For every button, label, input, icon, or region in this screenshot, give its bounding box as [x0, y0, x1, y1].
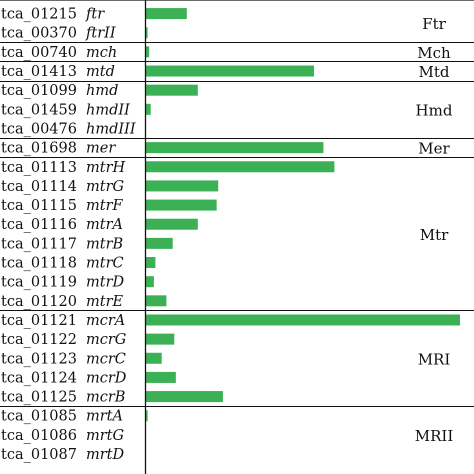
bar	[146, 333, 175, 345]
row-label-gene: hmd	[86, 83, 118, 99]
bar	[146, 103, 151, 115]
row-label-tag: tca_01114	[1, 179, 77, 195]
row-label-tag: tca_01086	[1, 428, 77, 444]
row-label-tag: tca_01215	[1, 7, 77, 23]
row-label-gene: hmdIII	[86, 121, 136, 137]
row-label-tag: tca_01698	[1, 141, 77, 157]
row-label-gene: mcrD	[86, 370, 127, 386]
row-label-gene: mtrH	[86, 160, 126, 176]
bar	[146, 410, 148, 422]
row-label-gene: mrtD	[86, 447, 125, 463]
row-label-tag: tca_01124	[1, 370, 77, 386]
row-label-gene: mcrC	[86, 351, 126, 367]
row-label-gene: ftrII	[85, 26, 116, 42]
row-label-tag: tca_01459	[1, 102, 77, 118]
row-label-tag: tca_01122	[1, 332, 77, 348]
row-label-gene: mtrD	[86, 275, 125, 291]
bar	[146, 199, 217, 211]
bar	[146, 84, 198, 96]
bar	[146, 295, 167, 307]
row-label-tag: tca_01125	[1, 390, 77, 406]
row-label-gene: hmdII	[86, 102, 130, 118]
row-label-tag: tca_01115	[1, 198, 77, 214]
row-label-gene: mtd	[86, 64, 115, 80]
bar	[146, 27, 148, 39]
row-label-gene: mch	[86, 45, 117, 61]
group-label: Ftr	[422, 15, 446, 33]
bar	[146, 8, 187, 20]
row-label-tag: tca_01118	[1, 256, 77, 272]
row-label-tag: tca_00370	[1, 26, 77, 42]
row-label-tag: tca_01119	[1, 275, 77, 291]
bar	[146, 46, 150, 58]
row-label-gene: ftr	[85, 7, 105, 23]
row-label-gene: mtrB	[86, 236, 124, 252]
row-label-tag: tca_00476	[1, 121, 77, 137]
row-label-tag: tca_01116	[1, 217, 77, 233]
bar	[146, 276, 154, 288]
row-label-gene: mtrG	[86, 179, 124, 195]
bar	[146, 161, 335, 173]
row-label-gene: mcrA	[86, 313, 125, 329]
row-label-tag: tca_01123	[1, 351, 77, 367]
bar	[146, 314, 460, 326]
row-label-gene: mrtG	[86, 428, 124, 444]
bar	[146, 142, 324, 154]
row-label-gene: mcrG	[86, 332, 126, 348]
bar	[146, 257, 156, 269]
row-label-tag: tca_00740	[1, 45, 77, 61]
group-label: Mch	[417, 44, 451, 62]
row-label-tag: tca_01113	[1, 160, 77, 176]
row-label-gene: mtrF	[86, 198, 124, 214]
row-label-gene: mtrA	[86, 217, 123, 233]
row-label-tag: tca_01120	[1, 294, 77, 310]
group-label: Mtd	[419, 63, 450, 81]
row-label-tag: tca_01121	[1, 313, 77, 329]
row-label-gene: mcrB	[86, 390, 126, 406]
row-label-gene: mtrE	[86, 294, 124, 310]
group-label: Hmd	[416, 101, 453, 119]
bar	[146, 218, 198, 230]
bar	[146, 371, 176, 383]
row-label-tag: tca_01117	[1, 236, 77, 252]
group-label: MRI	[418, 350, 451, 368]
bar	[146, 180, 219, 192]
row-label-tag: tca_01413	[1, 64, 77, 80]
row-label-tag: tca_01087	[1, 447, 77, 463]
row-label-gene: mtrC	[86, 256, 124, 272]
group-label: Mtr	[420, 226, 449, 244]
bar	[146, 352, 162, 364]
bar	[146, 237, 173, 249]
group-label: MRII	[415, 427, 454, 445]
bar	[146, 391, 223, 403]
group-label: Mer	[418, 140, 450, 158]
row-label-gene: mrtA	[86, 409, 123, 425]
bar	[146, 65, 314, 77]
bars	[146, 8, 460, 422]
row-label-gene: mer	[86, 141, 116, 157]
row-label-tag: tca_01099	[1, 83, 77, 99]
row-label-tag: tca_01085	[1, 409, 77, 425]
